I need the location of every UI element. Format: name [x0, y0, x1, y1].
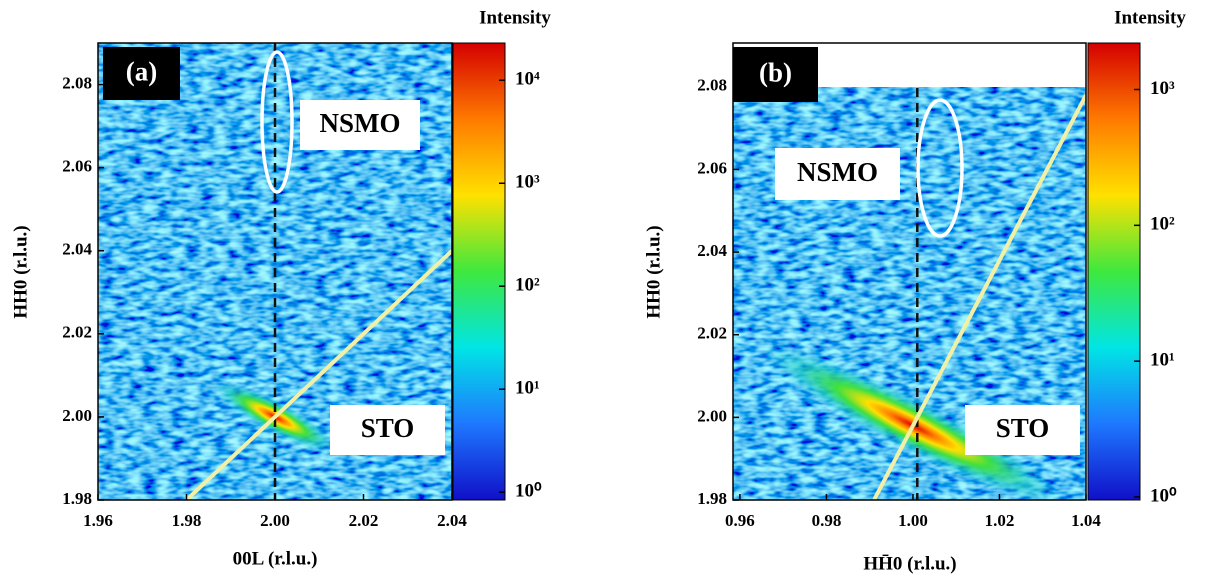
x-tick-label: 1.04 [1071, 511, 1101, 530]
y-tick-label: 2.02 [697, 324, 727, 343]
annotation-box [300, 100, 420, 150]
annotation: NSMO [797, 157, 878, 187]
colorbar-tick-label: 10¹ [515, 378, 540, 399]
annotation: NSMO [320, 108, 401, 138]
y-tick-label: 2.02 [62, 323, 92, 342]
x-axis-label: 00L (r.l.u.) [233, 548, 318, 569]
annotation-box [330, 405, 445, 455]
colorbar [452, 42, 506, 501]
y-axis-label: HH0 (r.l.u.) [643, 225, 664, 318]
colorbar-tick-label: 10⁴ [515, 69, 540, 90]
y-tick-label: 2.08 [62, 73, 92, 92]
x-tick-label: 1.00 [898, 511, 928, 530]
y-tick-label: 2.06 [697, 158, 727, 177]
annotation: STO [996, 413, 1050, 443]
y-tick-label: 1.98 [62, 489, 92, 508]
fit-line [185, 249, 452, 500]
annotation-box [775, 148, 900, 200]
x-tick-label: 1.98 [172, 511, 202, 530]
region-marker [260, 50, 294, 194]
colorbar [1087, 42, 1141, 501]
colorbar-tick-label: 10⁰ [515, 481, 542, 502]
panel-label: (a) [126, 57, 157, 87]
x-tick-label: 1.02 [985, 511, 1015, 530]
x-tick-label: 2.04 [437, 511, 467, 530]
colorbar-tick-label: 10⁰ [1150, 485, 1177, 506]
x-tick-label: 2.02 [349, 511, 379, 530]
y-tick-label: 2.00 [62, 406, 92, 425]
colorbar-tick-label: 10¹ [1150, 350, 1175, 371]
y-tick-label: 2.08 [697, 76, 727, 95]
x-tick-label: 0.98 [812, 511, 842, 530]
panel-label-box [733, 47, 818, 102]
plot-frame [732, 42, 1087, 501]
x-tick-label: 1.96 [83, 511, 113, 530]
y-axis-label: HH0 (r.l.u.) [10, 225, 31, 318]
colorbar-title: Intensity [479, 7, 551, 28]
region-marker [916, 98, 964, 238]
annotation: STO [361, 413, 415, 443]
x-tick-label: 0.96 [725, 511, 755, 530]
colorbar-tick-label: 10³ [515, 172, 540, 193]
panel-label: (b) [759, 58, 792, 88]
x-tick-label: 2.00 [260, 511, 290, 530]
y-tick-label: 2.04 [62, 240, 92, 259]
y-tick-label: 1.98 [697, 489, 727, 508]
fit-line [872, 94, 1086, 500]
colorbar-title: Intensity [1114, 7, 1186, 28]
y-tick-label: 2.04 [697, 241, 727, 260]
x-axis-label: HH̄0 (r.l.u.) [863, 553, 956, 574]
y-tick-label: 2.06 [62, 157, 92, 176]
annotation-box [965, 405, 1080, 455]
colorbar-tick-label: 10² [1150, 214, 1175, 235]
colorbar-tick-label: 10² [515, 275, 540, 296]
colorbar-tick-label: 10³ [1150, 78, 1175, 99]
panel-label-box [103, 47, 180, 100]
y-tick-label: 2.00 [697, 406, 727, 425]
